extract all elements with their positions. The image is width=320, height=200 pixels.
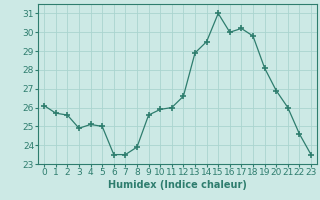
X-axis label: Humidex (Indice chaleur): Humidex (Indice chaleur) <box>108 180 247 190</box>
